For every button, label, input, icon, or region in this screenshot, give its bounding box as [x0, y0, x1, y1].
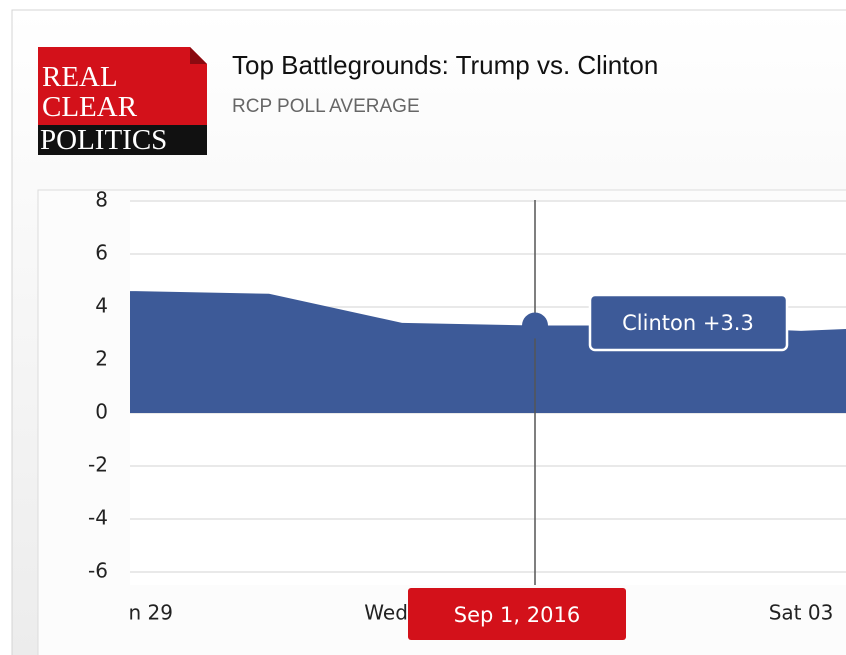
logo: REAL CLEAR POLITICS: [38, 47, 207, 156]
logo-text: CLEAR: [42, 91, 138, 123]
y-tick-label: -2: [88, 453, 108, 477]
axis: -6 -4 -2 0 2 4 6 8: [88, 188, 108, 583]
area: [130, 291, 846, 413]
logo-text: REAL: [42, 61, 118, 93]
overlay: Clinton +3.3 Sep 1, 2016: [408, 293, 789, 640]
subtitle: RCP POLL AVERAGE: [232, 96, 420, 117]
title: Top Battlegrounds: Trump vs. Clinton: [232, 50, 658, 80]
tooltip-text: Clinton +3.3: [622, 311, 754, 335]
y-tick-label: 0: [95, 400, 108, 424]
logo-red: [38, 47, 207, 125]
x-tick-label: Sat 03: [769, 601, 834, 625]
y-tick-label: 4: [95, 294, 108, 318]
date-box: [408, 588, 626, 640]
logo-fold: [190, 47, 207, 64]
plot: [130, 200, 846, 585]
x-tick-label: Mon 29: [99, 601, 173, 625]
date-text: Sep 1, 2016: [454, 603, 580, 627]
y-tick-label: -4: [88, 506, 108, 530]
y-tick-label: 6: [95, 241, 108, 265]
y-tick-label: 8: [95, 188, 108, 212]
highlight-point: [522, 312, 548, 339]
tooltip-box: [588, 293, 789, 352]
logo-black: [38, 125, 207, 155]
y-tick-label: -6: [88, 559, 108, 583]
y-tick-label: 2: [95, 347, 108, 371]
logo-text: POLITICS: [40, 124, 167, 156]
